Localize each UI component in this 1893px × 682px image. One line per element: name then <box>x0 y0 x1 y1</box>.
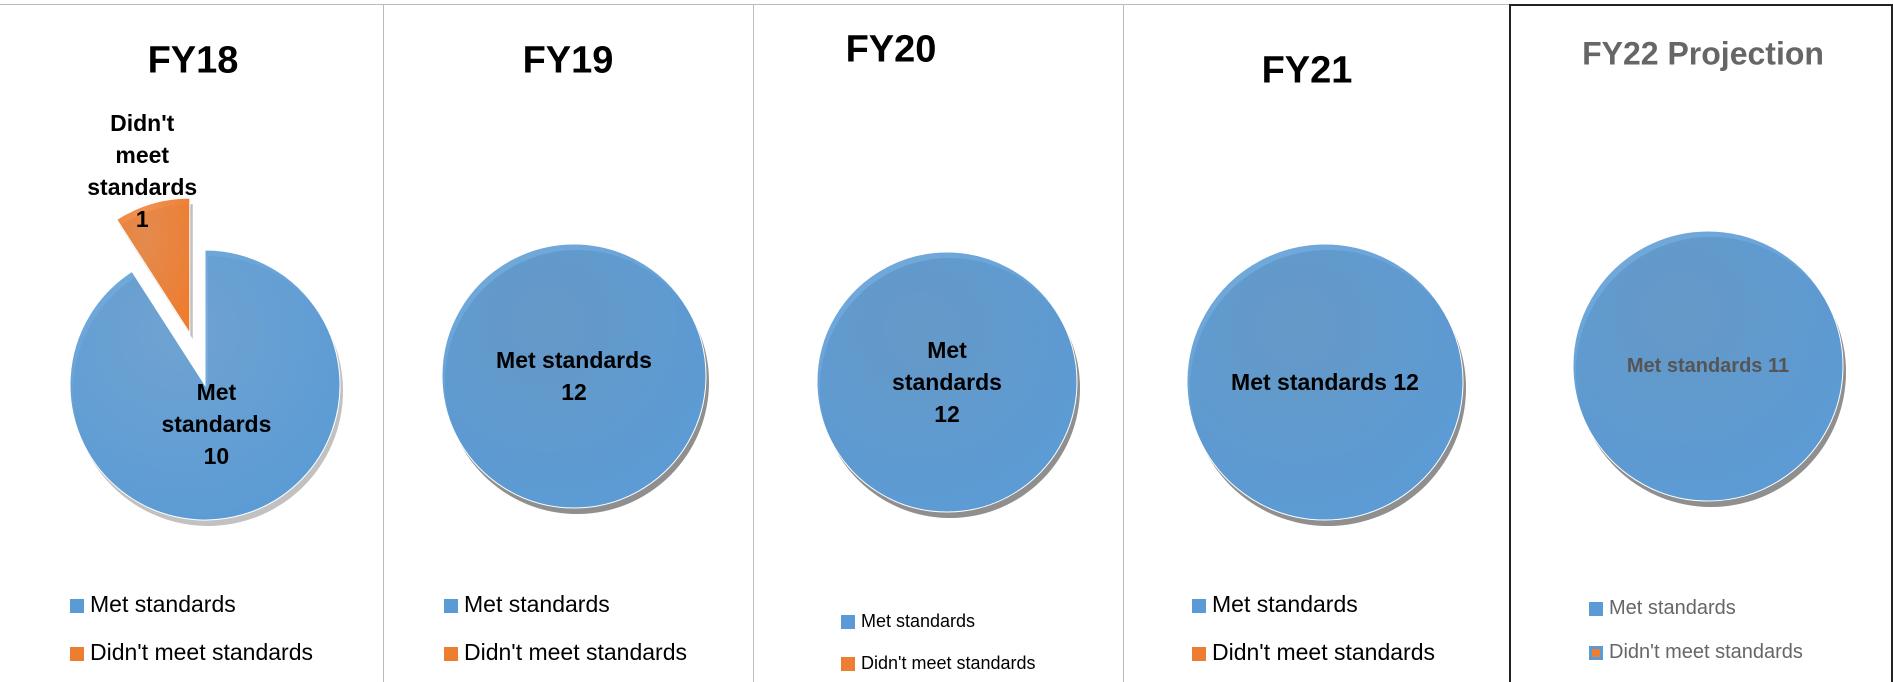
pie-slice <box>69 249 341 521</box>
pie-chart <box>816 251 1080 518</box>
chart-title: FY19 <box>522 39 614 82</box>
pie-chart <box>441 243 709 514</box>
legend-label: Didn't meet standards <box>464 639 688 665</box>
label-category: Didn't meet standards <box>87 110 198 201</box>
legend-entry: Met standards <box>841 611 975 632</box>
chart-panel: FY18 Met standards 10 Met standards Didn't … <box>0 4 383 682</box>
chart-panel: FY21 Met standards 12 Met standards Didn't … <box>1123 4 1509 682</box>
chart-panel: FY20 Met standards 12 Met standards Didn't … <box>753 4 1123 682</box>
legend-entry: Met standards <box>70 591 236 618</box>
label-category: Met standards <box>161 378 272 437</box>
label-value: 12 <box>934 401 960 427</box>
legend-label: Met standards <box>1212 591 1358 617</box>
legend-label: Met standards <box>90 591 236 617</box>
legend-label: Didn't meet standards <box>861 653 1036 673</box>
data-label: Met standards 10 <box>156 376 276 472</box>
pie-chart <box>1572 230 1846 507</box>
legend-entry: Met standards <box>444 591 610 618</box>
legend-swatch <box>1192 598 1206 613</box>
legend-label: Didn't meet standards <box>90 639 314 665</box>
legend-swatch <box>841 615 855 630</box>
chart-title: FY18 <box>147 39 239 82</box>
chart-title: FY20 <box>845 28 937 71</box>
pie-slice <box>1186 243 1464 521</box>
chart-title: FY22 Projection <box>1582 35 1824 72</box>
legend-entry: Didn't meet standards <box>1589 641 1803 664</box>
legend-swatch <box>70 598 84 613</box>
pie-slice <box>441 243 707 509</box>
legend-swatch <box>444 646 458 661</box>
label-category: Met standards <box>1231 369 1387 395</box>
legend-entry: Met standards <box>1192 591 1358 618</box>
legend-label: Didn't meet standards <box>1212 639 1436 665</box>
legend-label: Met standards <box>464 591 610 617</box>
pie-chart <box>69 197 343 526</box>
pie-slice <box>1572 230 1844 502</box>
label-value: 11 <box>1768 355 1790 377</box>
chart-panel: FY22 Projection Met standards 11 Met stand… <box>1509 4 1893 682</box>
legend-entry: Met standards <box>1589 597 1736 620</box>
chart-title: FY21 <box>1261 49 1353 92</box>
legend-swatch <box>841 657 855 672</box>
label-value: 10 <box>203 442 230 469</box>
legend-label: Didn't meet standards <box>1609 641 1803 663</box>
legend-entry: Didn't meet standards <box>70 639 313 666</box>
legend-swatch <box>1589 601 1603 616</box>
pie-slice <box>116 197 191 335</box>
label-value: 12 <box>561 379 587 405</box>
data-label: Met standards 12 <box>1230 366 1420 398</box>
legend-label: Met standards <box>861 611 976 631</box>
data-label: Met standards 12 <box>494 344 654 408</box>
legend-swatch <box>1589 645 1603 660</box>
legend-entry: Didn't meet standards <box>841 653 1036 674</box>
data-label: Didn't meet standards 1 <box>82 107 202 235</box>
label-category: Met standards <box>496 347 652 373</box>
chart-panel: FY19 Met standards 12 Met standards Didn't … <box>383 4 753 682</box>
label-value: 12 <box>1393 369 1419 395</box>
legend-entry: Didn't meet standards <box>444 639 687 666</box>
data-label: Met standards 11 <box>1613 350 1803 382</box>
data-label: Met standards 12 <box>887 334 1007 430</box>
label-category: Met standards <box>1626 355 1763 377</box>
pie-chart <box>1186 243 1466 526</box>
legend-swatch <box>70 646 84 661</box>
pie-slice <box>816 251 1078 513</box>
legend-swatch <box>444 598 458 613</box>
label-value: 1 <box>135 206 149 233</box>
label-category: Met standards <box>892 337 1002 395</box>
legend-entry: Didn't meet standards <box>1192 639 1435 666</box>
legend-swatch <box>1192 646 1206 661</box>
legend-label: Met standards <box>1609 597 1736 619</box>
